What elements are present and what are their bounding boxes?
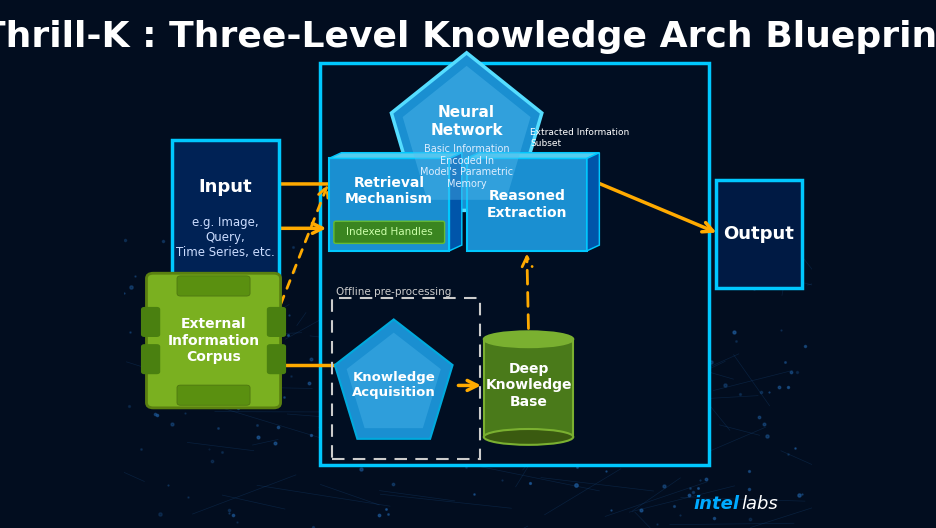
Ellipse shape: [484, 332, 573, 347]
Text: Knowledge
Acquisition: Knowledge Acquisition: [352, 371, 435, 400]
Text: e.g. Image,
Query,
Time Series, etc.: e.g. Image, Query, Time Series, etc.: [176, 216, 275, 259]
Text: Neural
Network: Neural Network: [431, 105, 503, 138]
Polygon shape: [391, 53, 542, 210]
Text: Deep
Knowledge
Base: Deep Knowledge Base: [485, 362, 572, 409]
Text: Thrill-K : Three-Level Knowledge Arch Blueprint: Thrill-K : Three-Level Knowledge Arch Bl…: [0, 20, 936, 54]
Ellipse shape: [484, 429, 573, 445]
FancyBboxPatch shape: [267, 307, 286, 337]
Text: Extracted Information
Subset: Extracted Information Subset: [530, 128, 630, 148]
Polygon shape: [587, 153, 599, 251]
FancyBboxPatch shape: [172, 140, 279, 293]
Polygon shape: [335, 319, 453, 439]
Polygon shape: [346, 333, 441, 428]
Text: Retrieval
Mechanism: Retrieval Mechanism: [345, 176, 433, 206]
Polygon shape: [402, 66, 531, 200]
Polygon shape: [467, 153, 599, 158]
FancyBboxPatch shape: [329, 158, 449, 251]
FancyBboxPatch shape: [146, 274, 281, 408]
Polygon shape: [449, 153, 461, 251]
FancyBboxPatch shape: [177, 385, 250, 406]
Text: External
Information
Corpus: External Information Corpus: [168, 317, 259, 364]
Polygon shape: [329, 153, 461, 158]
Text: Indexed Handles: Indexed Handles: [346, 228, 432, 237]
FancyBboxPatch shape: [177, 276, 250, 296]
FancyBboxPatch shape: [267, 344, 286, 374]
Text: Offline pre-processing: Offline pre-processing: [336, 287, 451, 297]
FancyBboxPatch shape: [141, 344, 160, 374]
FancyBboxPatch shape: [467, 158, 587, 251]
Text: Basic Information
Encoded In
Model's Parametric
Memory: Basic Information Encoded In Model's Par…: [420, 144, 513, 188]
FancyBboxPatch shape: [484, 339, 573, 437]
Text: Reasoned
Extraction: Reasoned Extraction: [487, 190, 567, 220]
Text: Output: Output: [724, 224, 794, 243]
FancyBboxPatch shape: [320, 63, 709, 465]
Text: labs: labs: [741, 495, 779, 513]
FancyBboxPatch shape: [141, 307, 160, 337]
Text: intel: intel: [694, 495, 739, 513]
FancyBboxPatch shape: [716, 180, 801, 288]
FancyBboxPatch shape: [334, 221, 445, 243]
Text: Input: Input: [198, 178, 253, 196]
